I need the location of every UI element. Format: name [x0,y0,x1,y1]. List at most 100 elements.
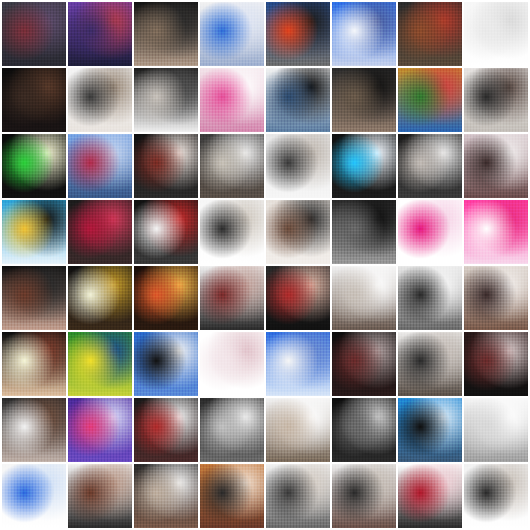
generated-image-tile [464,464,528,528]
scanline-texture [2,200,66,264]
scanline-texture [134,68,198,132]
generated-image-tile [134,68,198,132]
scanline-texture [2,134,66,198]
generated-image-tile [2,266,66,330]
scanline-texture [266,200,330,264]
scanline-texture [332,2,396,66]
generated-image-tile [200,68,264,132]
scanline-texture [68,398,132,462]
scanline-texture [266,332,330,396]
scanline-texture [2,68,66,132]
scanline-texture [200,68,264,132]
generated-image-tile [266,464,330,528]
generated-image-tile [266,332,330,396]
generated-image-tile [68,2,132,66]
generated-image-tile [68,266,132,330]
generated-image-tile [398,200,462,264]
generated-image-tile [266,2,330,66]
generated-image-tile [200,266,264,330]
scanline-texture [332,266,396,330]
scanline-texture [398,68,462,132]
scanline-texture [68,2,132,66]
generated-image-tile [332,464,396,528]
scanline-texture [2,464,66,528]
generated-image-tile [332,266,396,330]
scanline-texture [266,266,330,330]
scanline-texture [332,332,396,396]
scanline-texture [332,398,396,462]
scanline-texture [464,134,528,198]
scanline-texture [332,464,396,528]
scanline-texture [398,464,462,528]
generated-image-tile [464,68,528,132]
generated-image-tile [200,134,264,198]
scanline-texture [266,68,330,132]
generated-image-tile [2,398,66,462]
generated-image-tile [2,332,66,396]
generated-image-tile [266,68,330,132]
generated-image-tile [200,464,264,528]
generated-image-tile [398,68,462,132]
scanline-texture [134,266,198,330]
generated-image-tile [68,332,132,396]
scanline-texture [68,332,132,396]
generated-image-tile [68,200,132,264]
generated-image-tile [134,398,198,462]
generated-image-tile [398,266,462,330]
scanline-texture [2,332,66,396]
scanline-texture [134,398,198,462]
generated-image-tile [266,134,330,198]
generated-image-tile [332,134,396,198]
generated-image-tile [134,464,198,528]
generated-image-tile [398,464,462,528]
scanline-texture [200,266,264,330]
scanline-texture [134,332,198,396]
generated-image-tile [266,398,330,462]
scanline-texture [398,2,462,66]
generated-image-tile [2,464,66,528]
generated-image-tile [200,200,264,264]
generated-image-tile [464,398,528,462]
generated-image-tile [266,200,330,264]
generated-image-tile [134,200,198,264]
generated-image-tile [398,398,462,462]
scanline-texture [68,266,132,330]
generated-image-tile [200,332,264,396]
generated-image-tile [398,2,462,66]
generated-image-tile [464,266,528,330]
generated-image-tile [68,68,132,132]
scanline-texture [68,464,132,528]
generated-image-tile [200,2,264,66]
generated-image-tile [2,200,66,264]
scanline-texture [464,2,528,66]
generated-image-tile [200,398,264,462]
scanline-texture [398,200,462,264]
scanline-texture [68,68,132,132]
generated-image-tile [398,332,462,396]
generated-image-tile [332,332,396,396]
scanline-texture [134,200,198,264]
scanline-texture [332,134,396,198]
scanline-texture [266,134,330,198]
scanline-texture [266,2,330,66]
generated-image-tile [266,266,330,330]
generated-image-tile [134,134,198,198]
scanline-texture [2,398,66,462]
scanline-texture [134,2,198,66]
scanline-texture [2,266,66,330]
scanline-texture [266,398,330,462]
scanline-texture [200,332,264,396]
generated-image-tile [68,134,132,198]
scanline-texture [464,332,528,396]
generated-image-tile [464,200,528,264]
generated-image-tile [464,134,528,198]
generated-image-tile [134,266,198,330]
scanline-texture [464,200,528,264]
scanline-texture [464,68,528,132]
scanline-texture [464,398,528,462]
scanline-texture [398,134,462,198]
generated-image-tile [332,398,396,462]
generated-image-tile [332,68,396,132]
generated-image-tile [332,2,396,66]
